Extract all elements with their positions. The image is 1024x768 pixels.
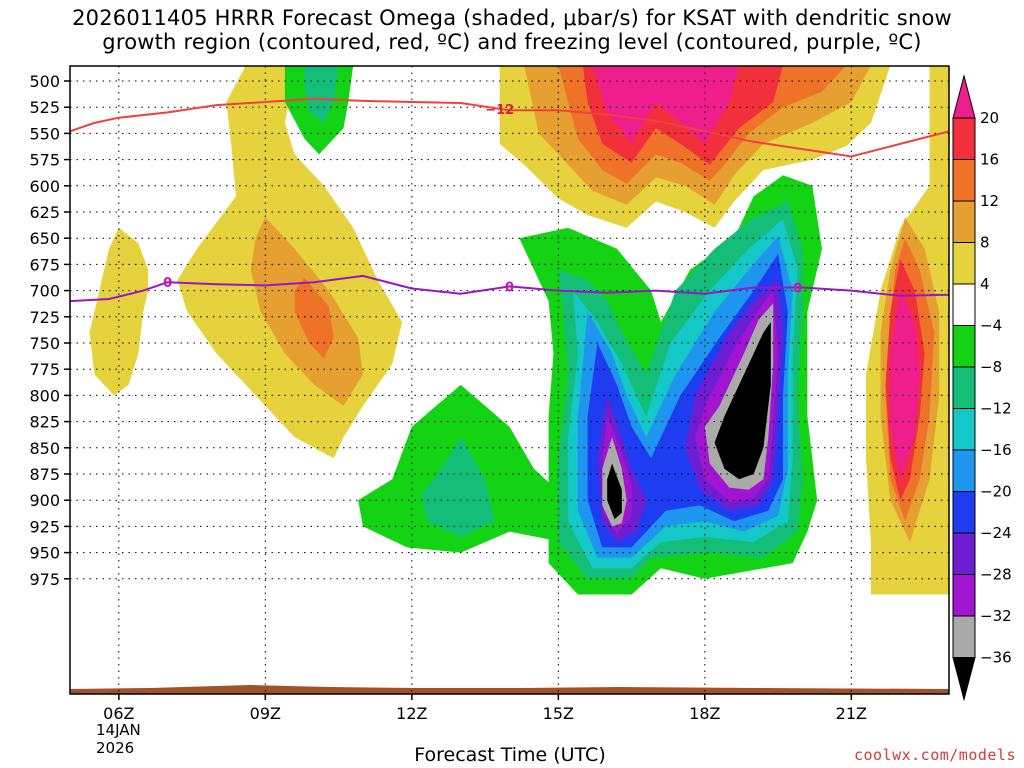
- shade-lowleft-neg8: [421, 437, 495, 537]
- plot-frame: [69, 65, 950, 695]
- colorbar-bottom-arrow: [952, 657, 976, 702]
- colorbar-top-arrow: [952, 74, 976, 119]
- ytick-label-550: 550: [29, 124, 60, 143]
- ytick-label-725: 725: [29, 308, 60, 327]
- xtick-label-12Z: 12Z: [396, 704, 427, 723]
- ytick-label-900: 900: [29, 491, 60, 510]
- colorbar-label-11: −28: [980, 566, 1012, 584]
- colorbar-label-8: −16: [980, 441, 1012, 459]
- grid-lines: [70, 66, 949, 694]
- colorbar-bin-1: [952, 117, 976, 160]
- xtick-label-21Z: 21Z: [836, 704, 867, 723]
- shade-farleft-4: [89, 227, 149, 396]
- colorbar-bin-11: [952, 532, 976, 575]
- contour-label-0-0: −12: [485, 103, 514, 118]
- shade-right-20: [890, 290, 920, 480]
- colorbar-label-10: −24: [980, 524, 1012, 542]
- colorbar-label-12: −32: [980, 607, 1012, 625]
- xtick-label-15Z: 15Z: [543, 704, 574, 723]
- colorbar-label-6: −8: [980, 358, 1002, 376]
- x-axis-label: Forecast Time (UTC): [414, 744, 606, 766]
- shade-left-12: [294, 278, 334, 359]
- colorbar-label-4: 4: [980, 275, 990, 293]
- colorbar-bin-12: [952, 574, 976, 617]
- contour-labels: −12 0 0 0: [163, 103, 802, 297]
- ytick-label-700: 700: [29, 282, 60, 301]
- shade-upper-neg8: [304, 66, 339, 123]
- ytick-label-750: 750: [29, 334, 60, 353]
- ytick-label-850: 850: [29, 439, 60, 458]
- x-axis: 06Z 09Z 12Z 15Z 18Z 21Z: [103, 694, 867, 723]
- title-line-1: 2026011405 HRRR Forecast Omega (shaded, …: [72, 6, 952, 30]
- colorbar: 20 16 12 8 4 −4 −8 −12 −16 −20 −24 −28 −32 −36: [952, 74, 1012, 702]
- contour-label-1-2: 0: [793, 281, 802, 296]
- colorbar-bin-7: [952, 366, 976, 409]
- colorbar-label-9: −20: [980, 483, 1012, 501]
- ytick-label-775: 775: [29, 360, 60, 379]
- colorbar-bin-10: [952, 491, 976, 534]
- title-line-2: growth region (contoured, red, ºC) and f…: [102, 30, 922, 54]
- shade-top-20: [592, 66, 739, 144]
- ytick-label-650: 650: [29, 229, 60, 248]
- chart-title: 2026011405 HRRR Forecast Omega (shaded, …: [0, 6, 1024, 54]
- date-label: 14JAN 2026: [96, 721, 141, 757]
- ytick-label-575: 575: [29, 151, 60, 170]
- date-label-year: 2026: [96, 739, 135, 757]
- colorbar-label-2: 12: [980, 192, 999, 210]
- shade-core2-neg36: [714, 322, 771, 480]
- colorbar-bin-4: [952, 242, 976, 285]
- contour-0: [70, 97, 949, 158]
- ytick-label-875: 875: [29, 465, 60, 484]
- colorbar-bin-9: [952, 449, 976, 492]
- xtick-label-09Z: 09Z: [250, 704, 281, 723]
- xtick-label-06Z: 06Z: [103, 704, 134, 723]
- ytick-label-500: 500: [29, 72, 60, 91]
- contour-label-1-0: 0: [163, 276, 172, 291]
- colorbar-bin-6: [952, 325, 976, 368]
- colorbar-label-7: −12: [980, 400, 1012, 418]
- colorbar-bin-8: [952, 408, 976, 451]
- ytick-label-800: 800: [29, 386, 60, 405]
- credit-text: coolwx.com/models: [853, 746, 1016, 764]
- ytick-label-600: 600: [29, 177, 60, 196]
- date-label-day: 14JAN: [96, 721, 141, 739]
- ytick-label-525: 525: [29, 98, 60, 117]
- terrain-strip: [70, 685, 949, 694]
- contour-lines: [70, 97, 949, 303]
- colorbar-label-0: 20: [980, 109, 999, 127]
- y-axis: 500 525 550 575 600 625 650 675 700 725 750 775 800 8…: [29, 72, 70, 589]
- shade-core1-neg36: [607, 463, 622, 520]
- ytick-label-825: 825: [29, 413, 60, 432]
- contour-label-1-1: 0: [505, 280, 514, 295]
- colorbar-label-3: 8: [980, 234, 990, 252]
- ytick-label-975: 975: [29, 570, 60, 589]
- colorbar-bin-13: [952, 615, 976, 658]
- contour-1: [70, 274, 949, 303]
- colorbar-bin-2: [952, 159, 976, 202]
- colorbar-label-13: −36: [980, 649, 1012, 667]
- ytick-label-925: 925: [29, 517, 60, 536]
- terrain-fill: [70, 685, 949, 694]
- omega-shading: [89, 66, 949, 595]
- ytick-label-950: 950: [29, 544, 60, 563]
- xtick-label-18Z: 18Z: [689, 704, 720, 723]
- colorbar-bin-3: [952, 200, 976, 243]
- colorbar-bin-5: [952, 283, 976, 326]
- colorbar-label-1: 16: [980, 151, 999, 169]
- colorbar-label-5: −4: [980, 317, 1002, 335]
- ytick-label-625: 625: [29, 203, 60, 222]
- ytick-label-675: 675: [29, 255, 60, 274]
